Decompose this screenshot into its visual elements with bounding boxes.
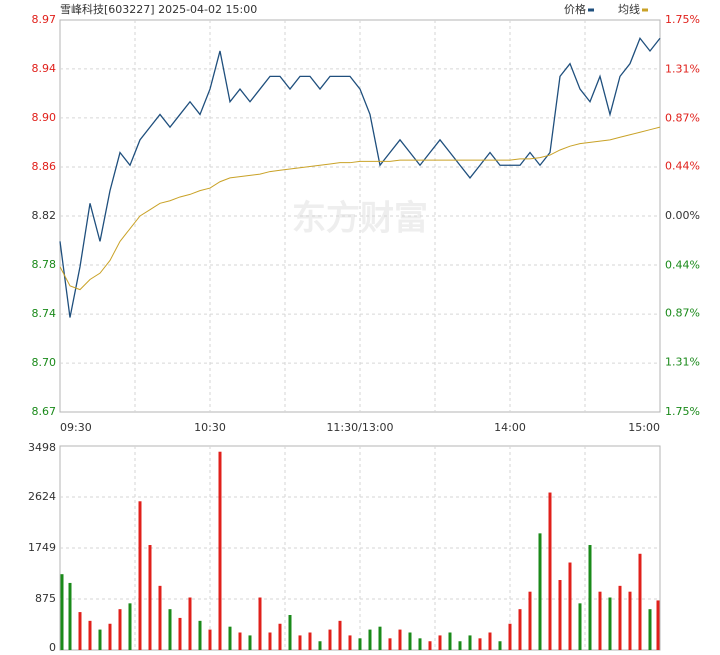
volume-bar [328, 629, 332, 650]
volume-bar [458, 641, 462, 650]
volume-bar [218, 451, 222, 650]
volume-bar [368, 629, 372, 650]
volume-bar [498, 641, 502, 650]
x-tick-label: 11:30/13:00 [326, 421, 393, 434]
y-tick-label: 8.78 [32, 258, 57, 271]
volume-bar [558, 580, 562, 650]
y2-tick-label: 1.31% [665, 62, 700, 75]
volume-bar [598, 591, 602, 650]
volume-bar [428, 641, 432, 650]
volume-bar [528, 591, 532, 650]
volume-bar [98, 629, 102, 650]
volume-bar [408, 632, 412, 650]
volume-bar [118, 609, 122, 650]
volume-bar [656, 600, 660, 650]
volume-bar [448, 632, 452, 650]
volume-bar [268, 632, 272, 650]
volume-bar [178, 617, 182, 650]
y-tick-label: 1749 [28, 541, 56, 554]
volume-bar [508, 623, 512, 650]
y-tick-label: 3498 [28, 441, 56, 454]
y-tick-label: 0 [49, 641, 56, 654]
volume-bar [238, 632, 242, 650]
volume-bar [108, 623, 112, 650]
volume-bar [358, 638, 362, 650]
volume-bar [338, 620, 342, 650]
x-tick-label: 09:30 [60, 421, 92, 434]
y-tick-label: 2624 [28, 490, 56, 503]
volume-bar [518, 609, 522, 650]
volume-bar [538, 533, 542, 650]
x-tick-label: 15:00 [628, 421, 660, 434]
y-tick-label: 8.94 [32, 62, 57, 75]
volume-bar [608, 597, 612, 650]
volume-bar [198, 620, 202, 650]
volume-bar [638, 553, 642, 650]
volume-bar [568, 562, 572, 650]
volume-bar [418, 638, 422, 650]
volume-bar [78, 612, 82, 650]
y2-tick-label: 1.75% [665, 13, 700, 26]
volume-bar [168, 609, 172, 650]
volume-bar [348, 635, 352, 650]
y2-tick-label: 0.44% [665, 160, 700, 173]
volume-bar [188, 597, 192, 650]
volume-bar [378, 626, 382, 650]
volume-bar [318, 641, 322, 650]
y-tick-label: 8.70 [32, 356, 57, 369]
y2-tick-label: 0.00% [665, 209, 700, 222]
y-tick-label: 8.82 [32, 209, 57, 222]
volume-bar [208, 629, 212, 650]
y2-tick-label: 1.75% [665, 405, 700, 418]
x-tick-label: 10:30 [194, 421, 226, 434]
volume-bar [468, 635, 472, 650]
volume-bar [388, 638, 392, 650]
volume-bar [438, 635, 442, 650]
volume-bar [148, 545, 152, 650]
volume-bar [578, 603, 582, 650]
volume-bar [278, 623, 282, 650]
volume-bar [248, 635, 252, 650]
series-line [59, 126, 661, 291]
volume-bar [488, 632, 492, 650]
y-tick-label: 8.97 [32, 13, 57, 26]
volume-bar [60, 574, 64, 650]
volume-bar [588, 545, 592, 650]
y-tick-label: 875 [35, 592, 56, 605]
y2-tick-label: 0.87% [665, 306, 700, 319]
series-line [59, 36, 661, 318]
volume-bar [158, 585, 162, 650]
volume-bar [288, 615, 292, 650]
volume-bar [308, 632, 312, 650]
volume-bar [548, 492, 552, 650]
y-tick-label: 8.74 [32, 307, 57, 320]
volume-bar [258, 597, 262, 650]
y-tick-label: 8.90 [32, 111, 57, 124]
legend-label: 价格 [564, 2, 586, 16]
volume-bar [88, 620, 92, 650]
x-tick-label: 14:00 [494, 421, 526, 434]
y2-tick-label: 1.31% [665, 356, 700, 369]
y2-tick-label: 0.87% [665, 112, 700, 125]
volume-bar [128, 603, 132, 650]
y-tick-label: 8.67 [32, 405, 57, 418]
y-tick-label: 8.86 [32, 160, 57, 173]
volume-bar [68, 582, 72, 650]
volume-bar [618, 585, 622, 650]
volume-bar [398, 629, 402, 650]
volume-bar [138, 501, 142, 650]
volume-bar [228, 626, 232, 650]
y2-tick-label: 0.44% [665, 258, 700, 271]
volume-bar [648, 609, 652, 650]
chart-title: 雪峰科技[603227] 2025-04-02 15:00 [60, 2, 257, 16]
volume-bar [298, 635, 302, 650]
volume-bar [628, 591, 632, 650]
volume-bar [478, 638, 482, 650]
legend-label: 均线 [618, 2, 640, 16]
